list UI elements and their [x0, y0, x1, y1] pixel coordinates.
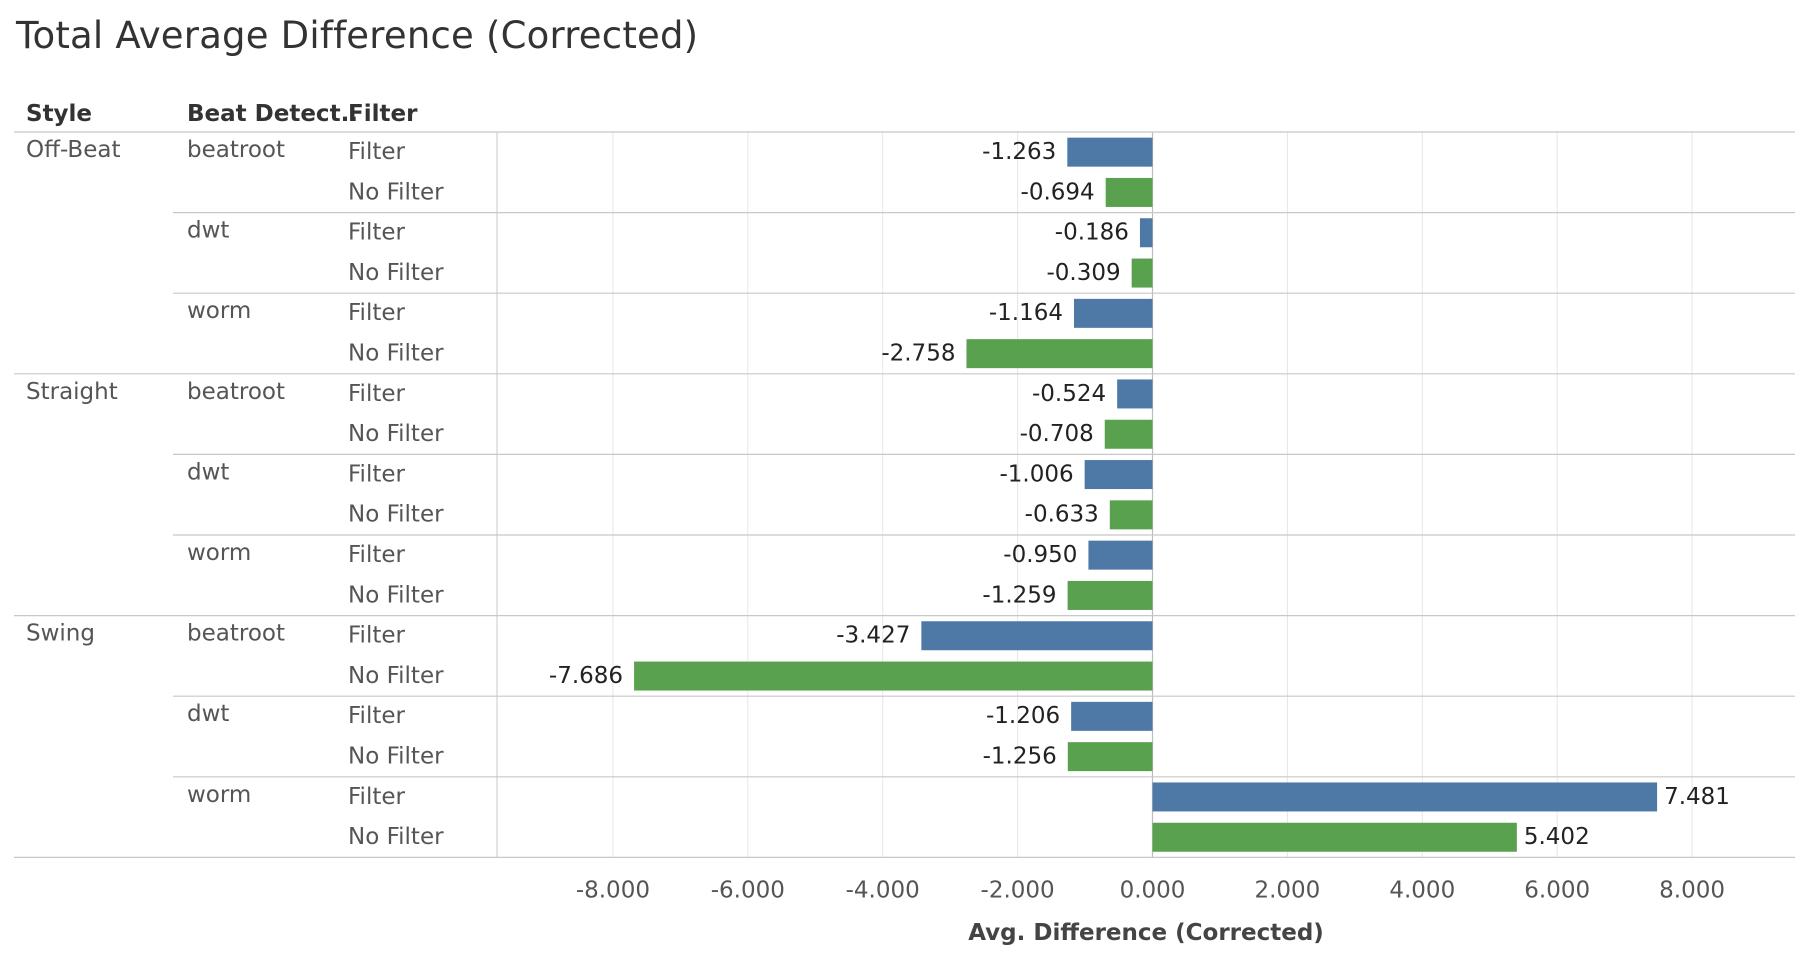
data-label: 5.402	[1524, 824, 1590, 850]
data-label: -2.758	[881, 341, 955, 367]
filter-label: Filter	[348, 300, 406, 326]
style-label: Straight	[26, 379, 118, 405]
filter-label: Filter	[348, 381, 406, 407]
bar	[1073, 298, 1153, 328]
bar	[1088, 540, 1153, 570]
bar	[1071, 701, 1153, 731]
filter-label: Filter	[348, 623, 406, 649]
chart-title: Total Average Difference (Corrected)	[16, 14, 699, 57]
filter-label: No Filter	[348, 663, 444, 689]
filter-label: Filter	[348, 784, 406, 810]
x-tick-label: 0.000	[1120, 877, 1186, 903]
data-label: -1.263	[982, 139, 1056, 165]
bar	[1139, 218, 1153, 248]
data-label: -7.686	[549, 663, 623, 689]
bar	[1104, 419, 1153, 449]
data-label: -1.164	[989, 300, 1063, 326]
data-label: 7.481	[1664, 784, 1730, 810]
detector-label: dwt	[187, 701, 229, 727]
bar	[921, 621, 1153, 651]
x-tick-label: -4.000	[846, 877, 920, 903]
x-tick-label: -8.000	[576, 877, 650, 903]
filter-label: No Filter	[348, 341, 444, 367]
data-label: -0.186	[1055, 220, 1129, 246]
data-label: -1.256	[983, 744, 1057, 770]
detector-label: dwt	[187, 218, 229, 244]
filter-label: No Filter	[348, 502, 444, 528]
bar	[634, 661, 1153, 691]
bar	[1084, 460, 1153, 490]
data-label: -1.206	[986, 703, 1060, 729]
detector-label: worm	[187, 782, 251, 808]
bar	[1105, 177, 1153, 207]
x-axis: -8.000 -6.000 -4.000 -2.000 0.000 2.000 4.000 6…	[576, 877, 1725, 903]
data-label: -3.427	[836, 623, 910, 649]
gridlines	[612, 132, 1693, 858]
style-label: Off-Beat	[26, 137, 120, 163]
filter-label: Filter	[348, 542, 406, 568]
detector-label: beatroot	[187, 379, 285, 405]
style-label: Swing	[26, 621, 95, 647]
filter-label: Filter	[348, 220, 406, 246]
x-tick-label: 4.000	[1389, 877, 1455, 903]
filter-label: No Filter	[348, 421, 444, 447]
data-label: -1.006	[999, 461, 1073, 487]
filter-label: Filter	[348, 139, 406, 165]
bar	[1067, 580, 1153, 610]
filter-label: No Filter	[348, 179, 444, 205]
bar	[1109, 500, 1153, 530]
x-tick-label: 2.000	[1254, 877, 1320, 903]
bar	[1067, 742, 1153, 772]
detector-label: dwt	[187, 459, 229, 485]
filter-label: Filter	[348, 703, 406, 729]
bars: -1.263 -0.694 -0.186 -0.309 -1.164 -2.758 -0.5…	[549, 137, 1730, 852]
header-filter: Filter	[348, 101, 418, 127]
filter-label: No Filter	[348, 824, 444, 850]
bar	[966, 339, 1153, 369]
data-label: -0.694	[1021, 179, 1095, 205]
x-axis-title: Avg. Difference (Corrected)	[968, 920, 1324, 946]
data-label: -0.524	[1032, 381, 1106, 407]
detector-label: worm	[187, 298, 251, 324]
filter-label: No Filter	[348, 260, 444, 286]
x-tick-label: 8.000	[1659, 877, 1725, 903]
filter-label: No Filter	[348, 744, 444, 770]
filter-label: Filter	[348, 461, 406, 487]
data-label: -0.633	[1025, 502, 1099, 528]
row-headers: Off-Beat beatroot Filter No Filter dwt Filter…	[26, 137, 444, 850]
bar	[1152, 822, 1517, 852]
data-label: -0.309	[1047, 260, 1121, 286]
row-dividers	[14, 131, 1795, 859]
bar	[1131, 258, 1153, 288]
x-tick-label: -2.000	[981, 877, 1055, 903]
x-tick-label: -6.000	[711, 877, 785, 903]
header-style: Style	[26, 101, 92, 127]
bar	[1152, 782, 1658, 812]
detector-label: beatroot	[187, 621, 285, 647]
data-label: -0.950	[1003, 542, 1077, 568]
data-label: -1.259	[982, 582, 1056, 608]
filter-label: No Filter	[348, 582, 444, 608]
x-tick-label: 6.000	[1524, 877, 1590, 903]
detector-label: beatroot	[187, 137, 285, 163]
bar	[1067, 137, 1153, 167]
bar	[1117, 379, 1153, 409]
data-label: -0.708	[1020, 421, 1094, 447]
detector-label: worm	[187, 540, 251, 566]
header-beat-detector: Beat Detect..	[187, 101, 358, 127]
